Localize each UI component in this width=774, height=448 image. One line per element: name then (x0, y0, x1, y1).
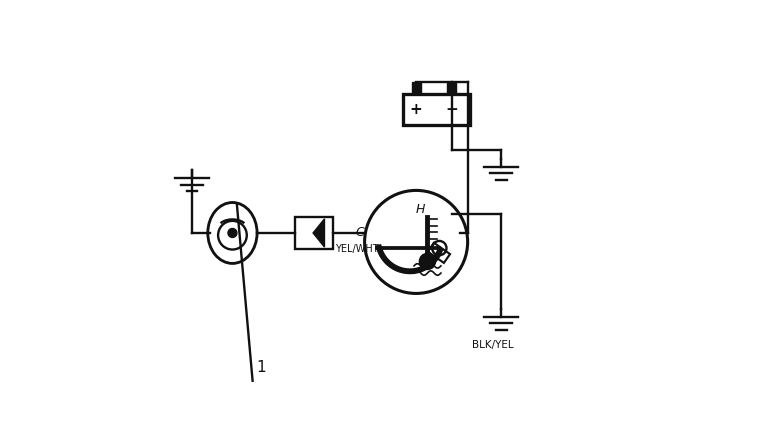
Text: +: + (409, 102, 423, 117)
Bar (447, 82, 457, 94)
Text: 1: 1 (257, 360, 266, 375)
Polygon shape (313, 219, 324, 247)
Bar (428, 243, 450, 263)
Bar (402, 94, 470, 125)
Text: −: − (446, 102, 458, 117)
Circle shape (228, 228, 237, 237)
Text: YEL/WHT: YEL/WHT (335, 244, 379, 254)
Bar (295, 217, 334, 249)
Circle shape (420, 254, 436, 269)
Text: C: C (356, 226, 365, 240)
Text: H: H (416, 203, 425, 216)
Bar (412, 82, 420, 94)
Text: BLK/YEL: BLK/YEL (472, 340, 514, 350)
